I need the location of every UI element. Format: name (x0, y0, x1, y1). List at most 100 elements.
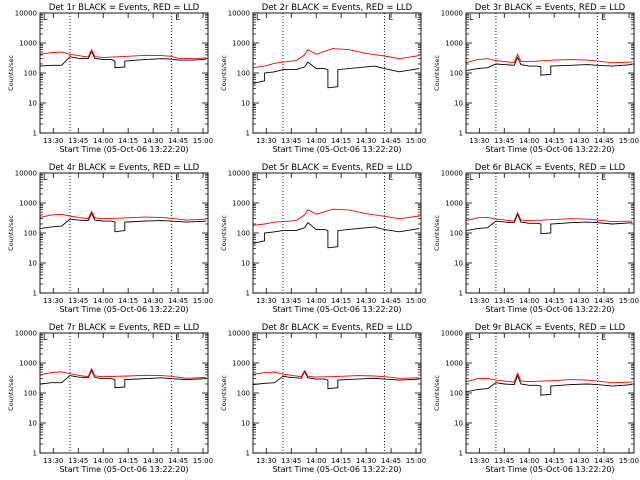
series-lld-line (40, 367, 207, 379)
y-tick-label: 10 (241, 260, 250, 268)
l-marker: L (469, 333, 474, 342)
y-tick-label: 1 (33, 450, 37, 458)
x-tick-label: 14:15 (544, 457, 564, 465)
series-events-line (466, 374, 633, 396)
l-marker: L (43, 173, 48, 182)
plot-frame (252, 332, 422, 454)
series-events-line (40, 212, 207, 233)
panel-det-1r: 1 10 100 1000 10000 13:30 13:45 14:00 14:15 14:30… (7, 3, 213, 154)
y-tick-label: 100 (450, 70, 463, 78)
x-tick-label: 14:00 (306, 457, 326, 465)
l-marker: L (175, 13, 180, 22)
series-events-line (253, 222, 420, 249)
y-tick-label: 1 (459, 130, 463, 138)
x-tick-label: 14:30 (356, 137, 376, 145)
x-tick-label: 13:30 (43, 137, 63, 145)
panel-title: Det 2r BLACK = Events, RED = LLD (262, 3, 413, 13)
x-tick-label: 15:00 (193, 297, 213, 305)
l-marker: L (388, 333, 393, 342)
series-lld-line (40, 48, 207, 60)
x-tick-label: 14:00 (93, 297, 113, 305)
x-tick-label: 14:45 (168, 297, 188, 305)
l-marker: L (256, 333, 261, 342)
y-tick-label: 10 (454, 260, 463, 268)
y-tick-label: 1 (246, 450, 250, 458)
x-tick-label: 13:30 (469, 137, 489, 145)
y-tick-label: 10 (28, 420, 37, 428)
plot-frame (252, 172, 422, 294)
series-events-line (40, 369, 207, 389)
plot-frame (39, 172, 209, 294)
x-tick-label: 14:30 (143, 137, 163, 145)
x-tick-label: 14:00 (519, 457, 539, 465)
l-marker: L (388, 13, 393, 22)
series-lld-line (40, 210, 207, 221)
x-tick-label: 14:15 (331, 457, 351, 465)
y-tick-label: 100 (237, 390, 250, 398)
y-tick-label: 100 (450, 230, 463, 238)
panel-title: Det 7r BLACK = Events, RED = LLD (49, 323, 200, 333)
y-axis-label: Counts/sec (220, 215, 228, 251)
y-tick-label: 1000 (19, 360, 37, 368)
panel-det-5r: 1 10 100 1000 10000 13:30 13:45 14:00 14:15 14:30… (220, 163, 426, 314)
x-tick-label: 14:45 (168, 457, 188, 465)
x-tick-label: 13:30 (469, 457, 489, 465)
l-marker: L (43, 333, 48, 342)
x-tick-label: 14:00 (519, 297, 539, 305)
y-tick-label: 1000 (232, 200, 250, 208)
y-tick-label: 1000 (19, 40, 37, 48)
x-axis-label: Start Time (05-Oct-06 13:22:20) (272, 305, 401, 314)
x-tick-label: 14:45 (594, 297, 614, 305)
x-axis-label: Start Time (05-Oct-06 13:22:20) (485, 145, 614, 154)
panel-det-7r: 1 10 100 1000 10000 13:30 13:45 14:00 14:15 14:30… (7, 323, 213, 474)
l-marker: L (469, 173, 474, 182)
y-axis-label: Counts/sec (433, 55, 441, 91)
y-axis-label: Counts/sec (7, 375, 15, 411)
x-tick-label: 14:00 (306, 297, 326, 305)
series-lld-line (253, 208, 420, 226)
x-tick-label: 14:30 (569, 297, 589, 305)
x-tick-label: 13:45 (494, 297, 514, 305)
x-tick-label: 14:45 (381, 137, 401, 145)
x-tick-label: 15:00 (406, 457, 426, 465)
y-tick-label: 1000 (232, 40, 250, 48)
series-events-line (40, 50, 207, 69)
x-axis-label: Start Time (05-Oct-06 13:22:20) (59, 305, 188, 314)
y-tick-label: 10000 (228, 330, 250, 338)
x-tick-label: 14:30 (356, 457, 376, 465)
y-tick-label: 10000 (228, 170, 250, 178)
x-tick-label: 14:15 (331, 137, 351, 145)
y-tick-label: 1 (246, 130, 250, 138)
plot-frame (465, 172, 635, 294)
x-tick-label: 14:15 (118, 297, 138, 305)
x-tick-label: 13:45 (68, 457, 88, 465)
x-tick-label: 15:00 (406, 137, 426, 145)
x-tick-label: 15:00 (193, 457, 213, 465)
y-tick-label: 10000 (441, 10, 463, 18)
x-tick-label: 14:15 (544, 297, 564, 305)
y-tick-label: 100 (24, 230, 37, 238)
x-tick-label: 13:30 (469, 297, 489, 305)
series-lld-line (466, 211, 633, 223)
series-events-line (253, 61, 420, 89)
panel-title: Det 8r BLACK = Events, RED = LLD (262, 323, 413, 333)
x-tick-label: 15:00 (619, 297, 639, 305)
panel-title: Det 3r BLACK = Events, RED = LLD (475, 3, 626, 13)
x-tick-label: 14:30 (569, 137, 589, 145)
x-axis-label: Start Time (05-Oct-06 13:22:20) (272, 145, 401, 154)
plot-frame (465, 332, 635, 454)
plot-frame (39, 332, 209, 454)
y-tick-label: 100 (24, 70, 37, 78)
l-marker: L (256, 13, 261, 22)
x-tick-label: 13:45 (68, 297, 88, 305)
y-tick-label: 1 (246, 290, 250, 298)
series-events-line (466, 56, 633, 76)
y-tick-label: 100 (450, 390, 463, 398)
x-tick-label: 13:30 (43, 297, 63, 305)
series-events-line (253, 370, 420, 390)
panel-det-6r: 1 10 100 1000 10000 13:30 13:45 14:00 14:15 14:30… (433, 163, 639, 314)
y-axis-label: Counts/sec (220, 375, 228, 411)
x-tick-label: 14:45 (594, 137, 614, 145)
y-tick-label: 10000 (15, 330, 37, 338)
series-lld-line (466, 53, 633, 64)
